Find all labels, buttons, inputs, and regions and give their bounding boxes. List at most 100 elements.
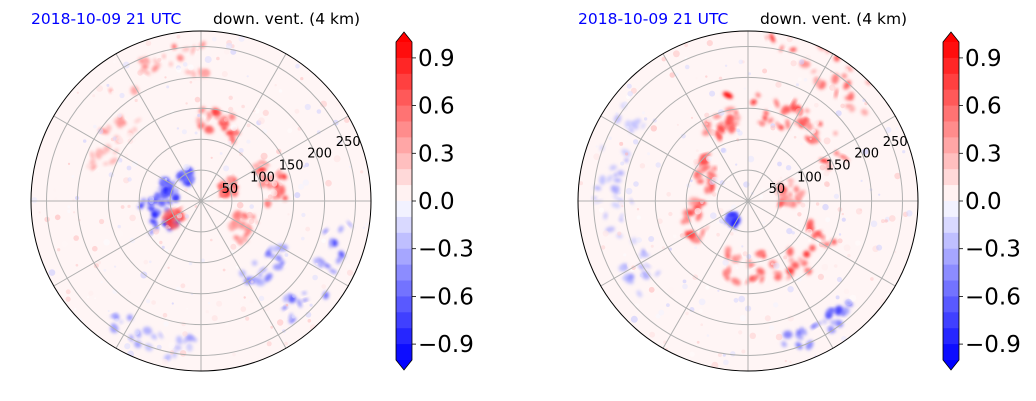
colorbar-tick-label: 0.6 — [965, 94, 1002, 120]
field-feature — [182, 338, 188, 344]
field-feature — [822, 319, 827, 324]
field-speckle — [31, 197, 38, 204]
field-speckle — [287, 213, 290, 216]
field-feature — [110, 313, 118, 318]
field-feature — [163, 186, 168, 195]
field-speckle — [799, 59, 805, 65]
field-speckle — [338, 140, 343, 144]
field-feature — [158, 331, 164, 339]
field-feature — [134, 117, 142, 124]
field-feature — [89, 158, 96, 167]
field-speckle — [76, 91, 79, 94]
field-speckle — [841, 217, 846, 222]
field-speckle — [620, 161, 625, 166]
field-feature — [228, 113, 236, 121]
field-speckle — [277, 319, 284, 326]
field-speckle — [127, 177, 132, 182]
field-speckle — [258, 295, 265, 302]
field-speckle — [837, 238, 843, 244]
field-speckle — [718, 76, 723, 81]
field-speckle — [112, 136, 117, 141]
field-speckle — [762, 221, 765, 225]
field-speckle — [207, 200, 214, 207]
field-speckle — [747, 72, 751, 76]
field-speckle — [825, 182, 830, 188]
field-speckle — [73, 235, 79, 241]
radial-tick-label: 150 — [279, 159, 304, 174]
field-speckle — [204, 56, 212, 63]
field-feature — [759, 275, 765, 283]
field-feature — [777, 201, 783, 208]
field-feature — [722, 91, 733, 99]
field-speckle — [600, 245, 606, 250]
field-feature — [281, 305, 288, 311]
field-speckle — [702, 283, 705, 286]
field-speckle — [316, 109, 322, 114]
field-speckle — [672, 234, 677, 238]
field-speckle — [717, 208, 724, 215]
field-feature — [626, 273, 635, 281]
field-feature — [724, 125, 729, 130]
field-speckle — [153, 228, 160, 235]
angular-grid-line — [200, 200, 287, 349]
field-speckle — [684, 56, 688, 60]
field-speckle — [335, 101, 340, 106]
field-feature — [733, 219, 737, 226]
field-speckle — [127, 204, 131, 208]
field-speckle — [117, 113, 122, 118]
field-feature — [164, 218, 172, 226]
field-speckle — [216, 300, 223, 307]
field-speckle — [742, 251, 748, 257]
field-speckle — [163, 321, 169, 327]
field-speckle — [626, 125, 629, 129]
field-speckle — [657, 218, 663, 224]
field-speckle — [706, 117, 712, 123]
field-feature — [322, 228, 329, 234]
field-feature — [264, 273, 273, 282]
field-speckle — [156, 344, 162, 350]
field-feature — [263, 162, 270, 167]
colorbar-level — [396, 153, 412, 170]
field-feature — [819, 158, 830, 164]
field-speckle — [855, 208, 863, 215]
field-speckle — [803, 78, 808, 82]
colorbar-level — [396, 89, 412, 106]
field-speckle — [855, 240, 861, 246]
field-speckle — [246, 139, 251, 144]
field-feature — [804, 108, 810, 113]
field-speckle — [627, 90, 633, 97]
field-feature — [283, 294, 289, 303]
field-speckle — [267, 194, 273, 200]
field-speckle — [103, 268, 107, 272]
field-speckle — [722, 259, 729, 266]
field-feature — [338, 225, 344, 233]
field-speckle — [189, 80, 193, 84]
field-speckle — [789, 361, 792, 364]
colorbar-level — [396, 121, 412, 138]
field-speckle — [305, 226, 311, 232]
field-feature — [849, 105, 856, 113]
colorbar-extend-max — [943, 32, 959, 42]
field-speckle — [235, 265, 239, 269]
field-feature — [221, 125, 227, 131]
field-speckle — [626, 83, 632, 89]
field-speckle — [719, 218, 725, 224]
field-speckle — [709, 90, 716, 97]
angular-grid-line — [200, 115, 349, 202]
field-feature — [732, 113, 741, 123]
field-speckle — [223, 165, 230, 172]
colorbar-level — [943, 185, 959, 202]
field-feature — [734, 110, 738, 115]
field-speckle — [38, 211, 41, 214]
field-speckle — [694, 207, 702, 215]
field-feature — [782, 330, 793, 339]
colorbar-tick-label: −0.9 — [965, 332, 1021, 358]
field-feature — [654, 270, 661, 277]
field-feature — [638, 264, 645, 270]
field-speckle — [774, 189, 781, 197]
field-speckle — [230, 124, 238, 131]
field-speckle — [205, 190, 212, 197]
field-speckle — [346, 269, 354, 276]
field-feature — [797, 192, 804, 202]
field-feature — [797, 257, 805, 264]
